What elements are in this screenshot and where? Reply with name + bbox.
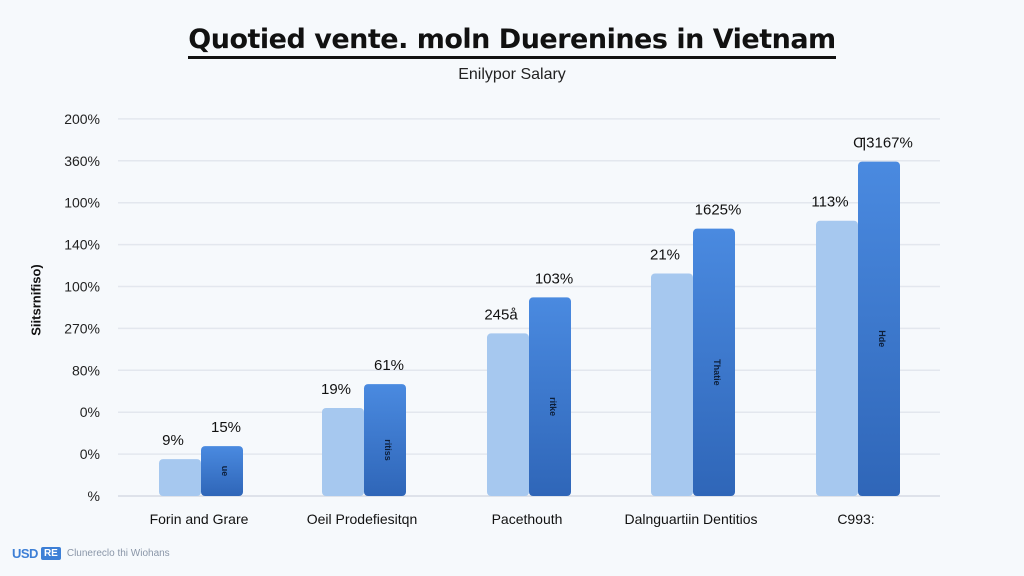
data-label: Ƣ3167%: [853, 135, 913, 152]
bar-light: [816, 220, 858, 497]
y-tick-label: %: [88, 488, 100, 504]
y-tick-label: 100%: [64, 279, 100, 295]
data-label: 19%: [321, 381, 351, 398]
x-category-label: Dalnguartiin Dentitios: [624, 511, 757, 527]
bar-dark: [201, 446, 243, 496]
y-tick-label: 0%: [80, 404, 100, 420]
y-tick-label: 140%: [64, 237, 100, 253]
bar-inner-label: ritke: [548, 397, 558, 416]
bar-light: [487, 333, 529, 496]
footer-text: Clunereclo thi Wiohans: [66, 548, 170, 559]
bar-dark: [529, 297, 571, 496]
data-label: 103%: [535, 270, 573, 287]
bar-light: [651, 273, 693, 496]
x-category-label: Forin and Grare: [150, 511, 249, 527]
y-tick-label: 200%: [64, 111, 100, 127]
data-label: 113%: [811, 194, 848, 211]
bar-inner-label: ritiss: [383, 439, 393, 461]
data-label: 21%: [650, 247, 680, 264]
bar-dark: [364, 384, 406, 496]
x-category-label: C993:: [837, 511, 874, 527]
chart-subtitle: Enilypor Salary: [458, 66, 566, 83]
bar-dark: [858, 161, 900, 496]
x-category-label: Oeil Prodefiesitqn: [307, 511, 418, 527]
bar-inner-label: ue: [220, 466, 230, 477]
data-label: 61%: [374, 357, 404, 374]
chart-title-text: Quotied vente. moln Duerenines in Vietna…: [188, 24, 836, 59]
logo-badge: RE: [40, 547, 61, 560]
bar-light: [159, 459, 201, 496]
bar-light: [322, 408, 364, 496]
y-tick-label: 360%: [64, 153, 100, 169]
data-label: 9%: [162, 432, 184, 449]
x-category-label: Pacethouth: [492, 511, 563, 527]
chart-title: Quotied vente. moln Duerenines in Vietna…: [0, 24, 1024, 59]
y-tick-label: 0%: [80, 446, 100, 462]
data-label: 15%: [211, 419, 241, 436]
bar-inner-label: Hde: [877, 330, 887, 347]
bar-dark: [693, 228, 735, 497]
data-label: 1625%: [695, 202, 742, 219]
logo-text: USD: [12, 546, 38, 561]
bar-inner-label: Thatie: [712, 359, 722, 386]
footer-logo: USD RE Clunereclo thi Wiohans: [12, 546, 170, 561]
data-label: 245å: [484, 306, 518, 323]
y-tick-label: 100%: [64, 195, 100, 211]
y-tick-label: 270%: [64, 320, 100, 336]
y-tick-label: 80%: [72, 362, 100, 378]
